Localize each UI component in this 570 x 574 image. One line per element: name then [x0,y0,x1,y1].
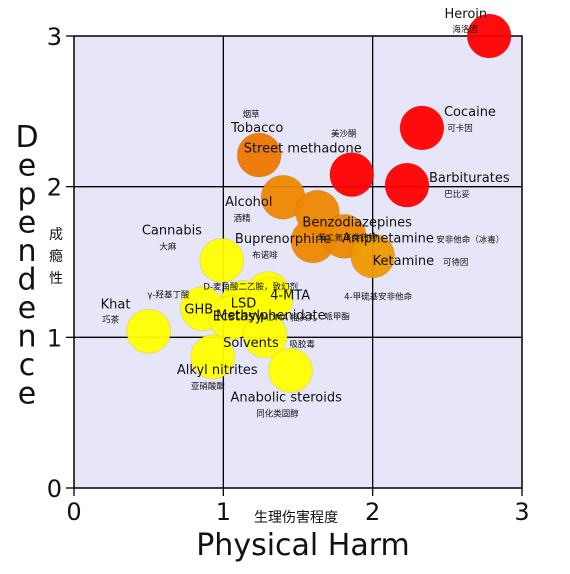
data-label: Buprenorphine [235,232,331,247]
y-axis-title-char: n [17,234,36,269]
data-label-cn: 苯二氮平类药物 [318,232,378,243]
data-label: Barbiturates [429,171,510,186]
y-tick-label: 1 [47,324,62,352]
y-axis-title-char: e [18,377,36,412]
data-label-cn: 海洛因 [452,24,478,35]
y-tick-label: 3 [47,23,62,51]
data-label-cn: 可卡因 [447,123,473,134]
data-point [466,13,512,59]
data-label: Anabolic steroids [231,390,343,405]
data-point [242,313,288,359]
y-axis-title-char: e [18,291,36,326]
data-label-cn: 巧茶 [102,314,120,325]
data-label-cn: MDMA 摇头丸 [261,313,317,324]
data-label: Street methadone [244,142,362,157]
y-tick-label: 2 [47,174,62,202]
data-label: Khat [101,297,131,312]
data-label-cn: 安非他命（冰毒） [436,234,504,245]
plot-area [73,35,523,489]
data-label: GHB [184,303,213,318]
axis-ticks: 0 1 2 3 0 1 2 3 [47,23,530,526]
data-point [350,233,396,279]
y-axis-subtitle-char: 瘾 [49,248,63,265]
data-label-cn: 亚硝酸酯 [191,381,226,392]
data-label: Solvents [223,336,279,351]
x-axis-subtitle: 生理伤害程度 [254,510,338,526]
x-tick-label: 0 [66,498,81,526]
data-label: LSD [231,297,257,312]
x-tick-label: 2 [365,498,380,526]
data-label: Amphetamine [342,231,434,246]
y-axis-title-char: e [18,206,36,241]
data-label-cn: D-麦角酸二乙胺，致幻剂 [203,282,298,293]
data-label: Cannabis [142,223,202,238]
x-tick-label: 3 [514,498,529,526]
data-point [199,237,245,283]
data-label-cn: 巴比妥 [444,189,470,200]
y-axis-title-char: d [17,263,36,298]
data-label-cn: 布诺啡 [252,250,278,261]
data-label: Ecstasy [213,310,263,325]
data-point [268,347,314,393]
data-label-cn: 美沙酮 [331,129,357,140]
data-label: Heroin [445,7,488,22]
data-point [399,105,445,151]
y-axis-subtitle-char: 成 [49,227,63,243]
data-label-cn: 哌甲酯 [324,312,350,323]
y-axis-subtitle: 成瘾性 [49,227,63,287]
data-point [190,334,236,380]
x-tick-label: 1 [216,498,231,526]
y-axis-title-char: e [18,149,36,184]
data-label: 4-MTA [270,289,310,304]
y-axis-title-char: D [15,120,38,155]
data-label-cn: 4-甲硫基安非他命 [344,292,412,303]
y-tick-label: 0 [47,475,62,503]
data-point [329,152,375,198]
data-label: Tobacco [230,121,283,136]
x-axis-title: Physical Harm [196,528,410,563]
data-label-cn: 吸胶毒 [289,339,315,350]
data-label: Benzodiazepines [302,215,412,230]
y-axis-title-char: p [17,177,36,212]
data-label-cn: 同化类固醇 [256,408,299,419]
data-points [126,13,512,393]
data-label-cn: 酒精 [234,213,252,224]
y-axis-title-char: n [17,320,36,355]
data-labels: Heroin 海洛因 Cocaine 可卡因 Street methadone 美沙酮 Ba… [101,7,510,419]
data-label: Ketamine [373,254,434,269]
y-axis-subtitle-char: 性 [49,271,63,287]
data-label-cn: 大麻 [159,241,177,252]
data-label: Alcohol [225,195,272,210]
data-label: Alkyl nitrites [177,363,258,378]
data-label-cn: 烟草 [243,109,261,120]
y-axis-title-char: c [19,348,36,383]
data-label-cn: 可待因 [443,257,469,268]
data-label-cn: γ-羟基丁酸 [147,290,190,301]
data-point [236,132,282,178]
data-label: Cocaine [444,105,496,120]
data-point [384,162,430,208]
data-label: Methylphenidate [216,309,326,324]
data-point [126,308,172,354]
